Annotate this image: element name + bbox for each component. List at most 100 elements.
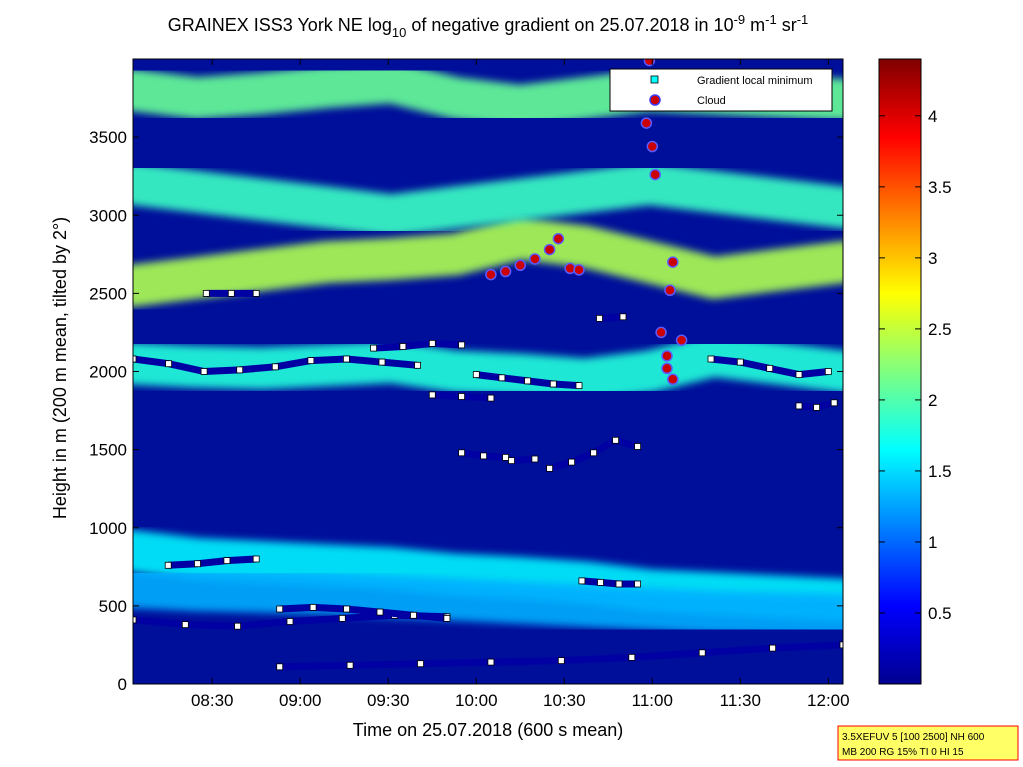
cloud-point	[646, 140, 659, 153]
gradient-minimum-marker	[813, 403, 820, 411]
x-tick-label: 10:00	[455, 691, 498, 710]
gradient-minimum-marker	[417, 660, 424, 668]
y-tick-label: 1000	[89, 519, 127, 538]
gradient-minimum-marker	[597, 579, 604, 586]
colorbar-tick-label: 1.5	[928, 462, 952, 481]
gradient-minimum-marker	[619, 313, 627, 321]
gradient-minimum-marker	[612, 436, 619, 444]
colorbar-tick-label: 4	[928, 107, 937, 126]
chart-title: GRAINEX ISS3 York NE log10 of negative g…	[168, 12, 809, 40]
gradient-minimum-track-3	[279, 603, 448, 622]
gradient-minimum-track-14	[599, 313, 624, 322]
heatmap-layer-5	[133, 163, 843, 237]
gradient-minimum-marker	[531, 455, 539, 463]
cloud-point	[667, 373, 679, 386]
cloud-point	[573, 264, 585, 276]
legend-label-cloud: Cloud	[697, 95, 726, 107]
gradient-minimum-marker	[428, 339, 436, 347]
legend-marker-gradient	[650, 75, 659, 84]
gradient-minimum-marker	[378, 358, 386, 366]
gradient-minimum-marker	[508, 457, 515, 465]
y-tick-label: 2500	[89, 284, 127, 303]
gradient-minimum-marker	[133, 616, 137, 624]
gradient-minimum-marker	[458, 393, 466, 400]
gradient-minimum-track-4	[168, 555, 257, 569]
gradient-minimum-marker	[769, 644, 776, 652]
x-axis-label: Time on 25.07.2018 (600 s mean)	[353, 720, 624, 740]
colorbar-tick-label: 3	[928, 249, 937, 268]
x-tick-label: 11:00	[632, 691, 673, 710]
gradient-minimum-marker	[428, 391, 436, 399]
gradient-minimum-marker	[795, 402, 803, 410]
cloud-point	[655, 326, 667, 339]
gradient-minimum-marker	[342, 355, 350, 363]
gradient-minimum-marker	[472, 371, 480, 379]
colorbar-tick-label: 3.5	[928, 178, 952, 197]
y-tick-label: 2000	[89, 363, 127, 382]
gradient-minimum-marker	[487, 658, 495, 666]
gradient-minimum-marker	[615, 580, 623, 588]
gradient-minimum-marker	[795, 371, 803, 379]
gradient-minimum-marker	[634, 580, 641, 588]
gradient-minimum-marker	[236, 366, 244, 374]
gradient-minimum-marker	[568, 458, 575, 466]
gradient-minimum-marker	[133, 355, 137, 363]
gradient-minimum-marker	[549, 380, 557, 388]
gradient-minimum-marker	[276, 663, 284, 671]
gradient-minimum-track-5	[581, 577, 638, 588]
gradient-minimum-marker	[830, 399, 838, 407]
heatmap-layer-4	[133, 217, 843, 307]
cloud-point	[543, 243, 556, 256]
cloud-point	[661, 350, 673, 362]
gradient-minimum-track-7	[373, 339, 462, 352]
gradient-minimum-marker	[480, 452, 488, 460]
gradient-minimum-marker	[343, 605, 351, 613]
gradient-minimum-marker	[698, 649, 706, 657]
cloud-points	[485, 59, 688, 386]
colorbar-tick-label: 2	[928, 391, 937, 410]
gradient-minimum-marker	[227, 289, 235, 297]
y-tick-label: 1500	[89, 441, 127, 460]
gradient-minimum-marker	[498, 374, 506, 382]
y-tick-label: 0	[118, 675, 127, 694]
gradient-minimum-marker	[338, 615, 346, 622]
info-box-frame	[837, 725, 1019, 761]
cloud-point	[661, 362, 673, 375]
gradient-minimum-marker	[252, 555, 260, 563]
gradient-minimum-marker	[234, 622, 242, 630]
gradient-minimum-marker	[546, 464, 553, 472]
y-tick-label: 500	[99, 597, 127, 616]
gradient-minimum-marker	[223, 557, 231, 564]
gradient-minimum-marker	[707, 355, 715, 363]
gradient-minimum-tracks	[133, 289, 843, 671]
cloud-point	[643, 59, 656, 67]
cloud-point	[514, 259, 527, 272]
cloud-point	[485, 268, 497, 281]
gradient-minimum-marker	[165, 360, 173, 368]
gradient-minimum-marker	[443, 615, 451, 622]
colorbar: 0.5 1 1.5 2 2.5 3 3.5 4	[878, 58, 952, 685]
heatmap-layer-2	[133, 566, 843, 637]
gradient-minimum-marker	[181, 621, 189, 628]
gradient-minimum-marker	[164, 561, 172, 569]
gradient-minimum-marker	[252, 289, 260, 297]
cloud-point	[552, 232, 565, 245]
legend: Gradient local minimum Cloud	[609, 68, 833, 112]
gradient-minimum-marker	[578, 577, 586, 585]
colorbar-tick-label: 2.5	[928, 320, 952, 339]
x-axis: 08:30 09:00 09:30 10:00 10:30 11:00 11:30 12:00	[191, 59, 850, 710]
cloud-point	[667, 256, 679, 268]
gradient-minimum-marker	[766, 364, 774, 372]
gradient-minimum-marker	[399, 343, 407, 350]
colorbar-tick-label: 1	[928, 533, 937, 552]
cloud-point	[640, 117, 653, 129]
legend-box	[609, 68, 833, 112]
x-tick-label: 09:00	[279, 691, 322, 710]
gradient-minimum-marker	[370, 344, 378, 352]
gradient-minimum-marker	[628, 654, 636, 661]
gradient-minimum-marker	[596, 314, 603, 322]
x-tick-label: 10:30	[543, 691, 586, 710]
cloud-point	[675, 334, 688, 347]
gradient-minimum-marker	[502, 453, 510, 461]
